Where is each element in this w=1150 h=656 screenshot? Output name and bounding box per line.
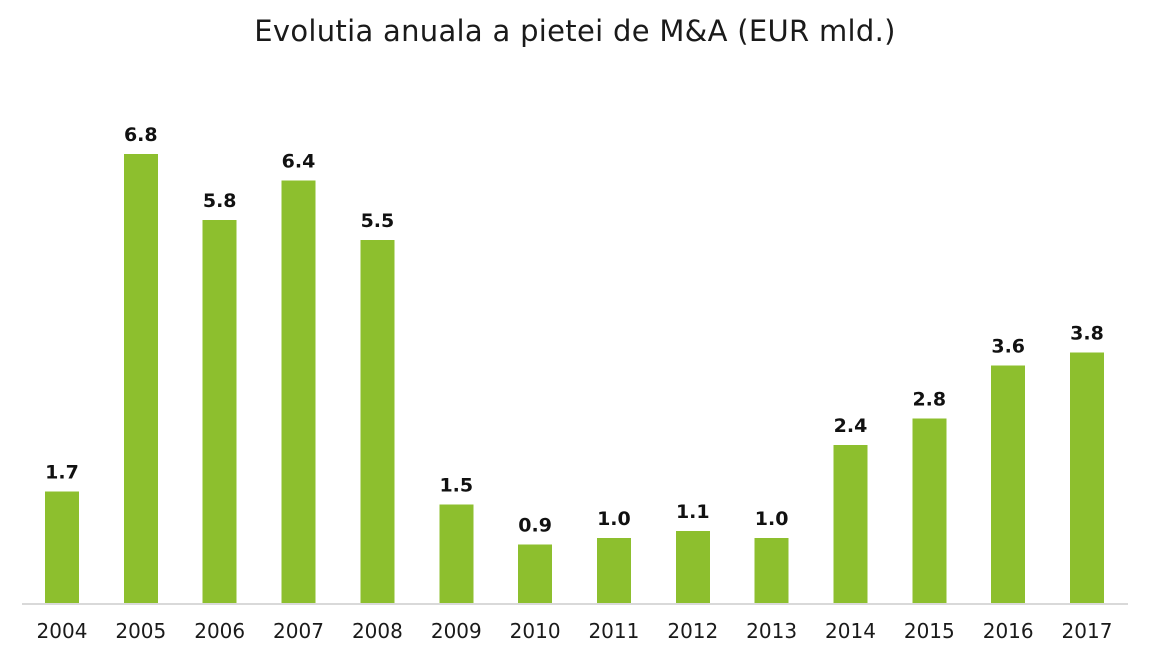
bar-2008 xyxy=(360,239,395,604)
x-tick-label-2010: 2010 xyxy=(510,619,561,643)
x-tick-label-2011: 2011 xyxy=(588,619,639,643)
x-tick-labels-group: 2004 2005 2006 2007 2008 2009 2010 2011 2012 2013… xyxy=(37,619,1113,643)
value-label-2012: 1.1 xyxy=(676,501,710,523)
bar-2012 xyxy=(675,531,710,604)
bar-2006 xyxy=(202,220,237,604)
bar-2015 xyxy=(912,418,947,604)
x-tick-label-2008: 2008 xyxy=(352,619,403,643)
bar-2004 xyxy=(45,491,79,604)
value-label-2010: 0.9 xyxy=(518,514,552,536)
value-label-2008: 5.5 xyxy=(361,210,395,232)
x-tick-label-2006: 2006 xyxy=(194,619,245,643)
x-tick-label-2007: 2007 xyxy=(273,619,324,643)
bar-2005 xyxy=(123,153,158,605)
bars-group xyxy=(45,153,1104,605)
value-label-2006: 5.8 xyxy=(203,190,237,212)
bar-2011 xyxy=(596,537,631,604)
x-tick-label-2013: 2013 xyxy=(746,619,797,643)
bar-2013 xyxy=(754,537,789,604)
value-label-2005: 6.8 xyxy=(124,124,158,146)
value-label-2004: 1.7 xyxy=(45,462,79,484)
x-tick-label-2016: 2016 xyxy=(983,619,1034,643)
value-label-2007: 6.4 xyxy=(282,150,316,172)
x-tick-label-2017: 2017 xyxy=(1062,619,1113,643)
value-label-2017: 3.8 xyxy=(1070,322,1104,344)
bar-2007 xyxy=(281,180,316,605)
x-tick-label-2009: 2009 xyxy=(431,619,482,643)
x-tick-label-2015: 2015 xyxy=(904,619,955,643)
chart-title: Evolutia anuala a pietei de M&A (EUR mld… xyxy=(254,14,896,48)
value-label-2011: 1.0 xyxy=(597,508,631,530)
x-tick-label-2005: 2005 xyxy=(115,619,166,643)
x-tick-label-2004: 2004 xyxy=(37,619,88,643)
bar-2017 xyxy=(1070,352,1104,604)
x-tick-label-2014: 2014 xyxy=(825,619,876,643)
bar-2010 xyxy=(518,544,553,604)
value-label-2013: 1.0 xyxy=(755,508,789,530)
value-label-2015: 2.8 xyxy=(912,389,946,411)
value-labels-group: 1.7 6.8 5.8 6.4 5.5 1.5 0.9 1.0 1.1 1.0 2.4 2.8 3.6 3… xyxy=(45,124,1104,537)
value-label-2014: 2.4 xyxy=(834,415,868,437)
x-tick-label-2012: 2012 xyxy=(667,619,718,643)
bar-2016 xyxy=(991,365,1026,604)
bar-2009 xyxy=(439,504,474,604)
value-label-2016: 3.6 xyxy=(991,336,1025,358)
bar-2014 xyxy=(833,445,868,604)
value-label-2009: 1.5 xyxy=(439,475,473,497)
